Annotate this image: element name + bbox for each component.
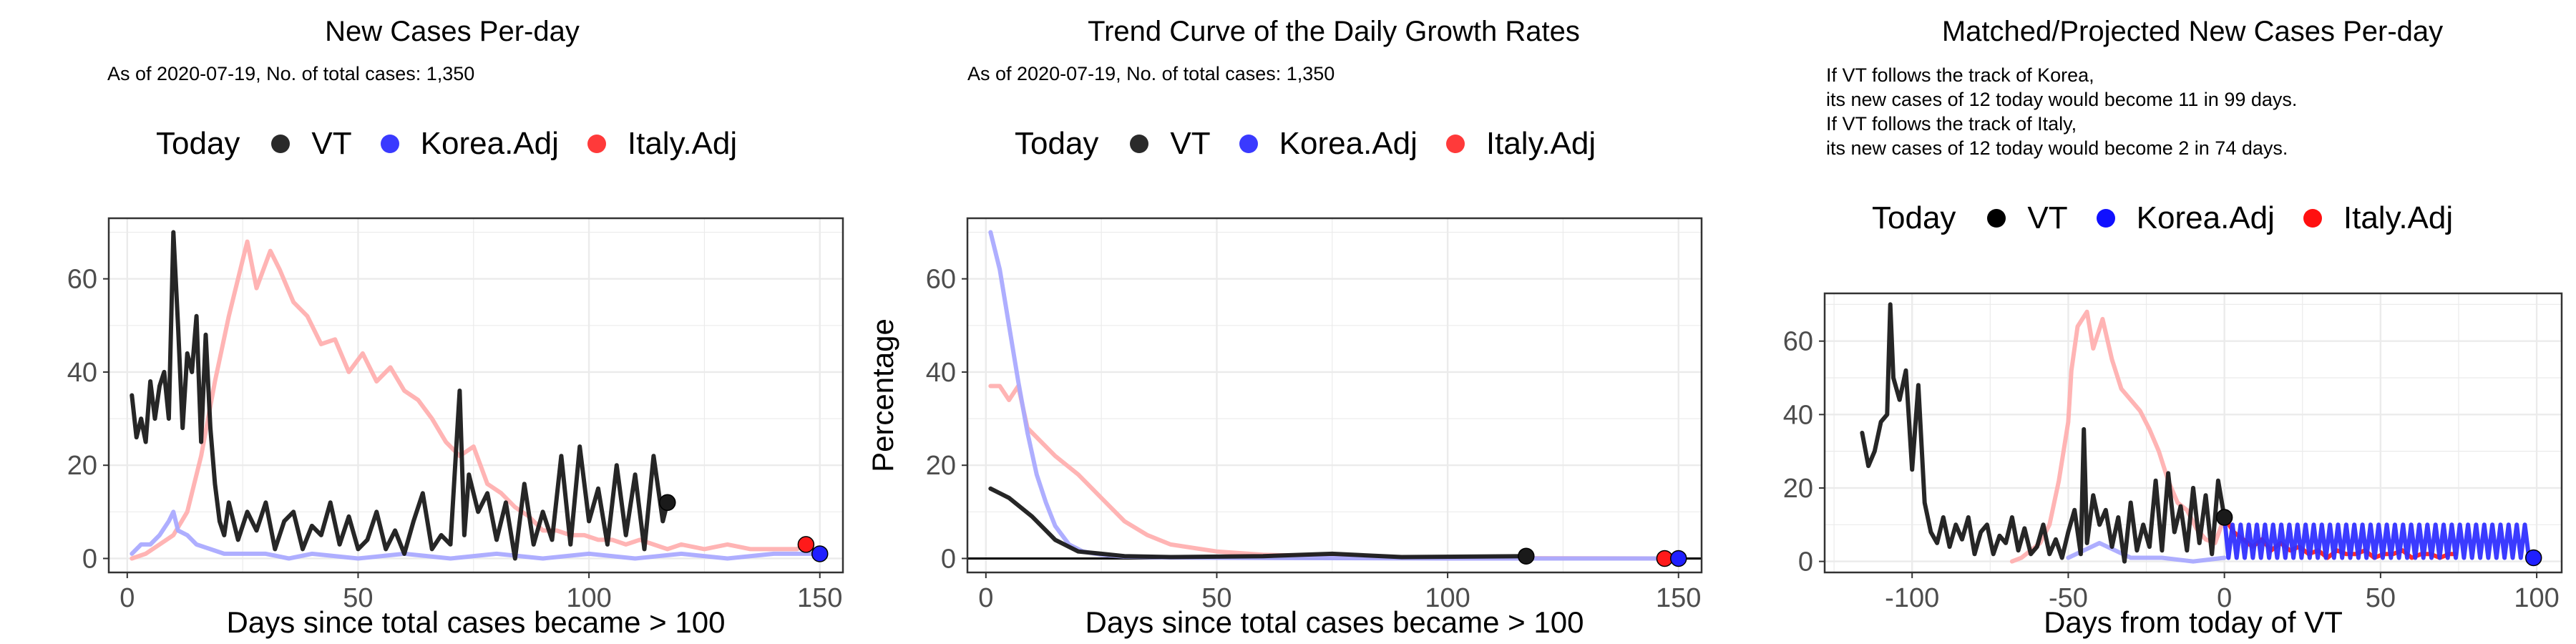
legend-dot-italy <box>587 135 606 153</box>
legend-dot-korea <box>1239 135 1258 153</box>
y-axis-label: Percentage <box>866 318 899 472</box>
x-tick-label: 0 <box>978 583 993 613</box>
x-tick-label: 100 <box>566 583 611 613</box>
x-tick-label: 150 <box>797 583 842 613</box>
series-line-vt <box>1860 302 2227 564</box>
today-point-vt <box>659 494 676 512</box>
y-tick-label: 20 <box>1783 474 1813 504</box>
y-tick-label: 40 <box>67 358 97 388</box>
legend: Today VT Korea.Adj Italy.Adj <box>1872 200 2482 236</box>
legend-dot-vt <box>1130 135 1149 153</box>
x-tick-label: 0 <box>119 583 135 613</box>
legend: Today VT Korea.Adj Italy.Adj <box>156 126 766 162</box>
y-tick-label: 0 <box>82 544 97 574</box>
series-line-italy-adj <box>988 384 1667 561</box>
series-line-vt <box>130 230 670 561</box>
panel-projected: Matched/Projected New Cases Per-day If V… <box>1717 0 2576 644</box>
legend-dot-vt <box>1987 209 2006 228</box>
series-line-korea-adj <box>988 230 1681 561</box>
series-line-italy-adj <box>130 239 809 561</box>
x-tick-label: 0 <box>2217 583 2232 613</box>
chart-title: Trend Curve of the Daily Growth Rates <box>1088 16 1580 47</box>
today-point-vt <box>1518 547 1535 565</box>
legend-dot-italy <box>2303 209 2322 228</box>
legend-item-italy: Italy.Adj <box>1445 126 1596 162</box>
x-tick-label: 150 <box>1656 583 1701 613</box>
x-tick-label: 50 <box>2366 583 2396 613</box>
legend-item-italy: Italy.Adj <box>587 126 737 162</box>
x-axis-label: Days from today of VT <box>2044 605 2343 639</box>
legend-label: VT <box>1170 126 1211 161</box>
legend-dot-vt <box>271 135 291 153</box>
legend-dot-korea <box>380 135 399 153</box>
y-tick-label: 20 <box>67 451 97 481</box>
plot-border <box>107 217 844 574</box>
series-line-korea-adj <box>130 509 822 561</box>
legend-dot-korea <box>2096 209 2115 228</box>
today-point-vt <box>2215 509 2233 526</box>
legend-title: Today <box>1872 200 1956 235</box>
today-point-italy-adj <box>797 536 815 553</box>
y-tick-label: 40 <box>926 358 956 388</box>
legend-dot-italy <box>1445 135 1465 153</box>
y-tick-label: 60 <box>1783 327 1813 357</box>
series-line-korea-adj-projected <box>2222 515 2536 560</box>
x-tick-label: -100 <box>1885 583 1939 613</box>
legend-title: Today <box>156 126 240 161</box>
y-tick-label: 0 <box>941 544 956 574</box>
today-point-korea-adj <box>811 545 829 562</box>
legend: Today VT Korea.Adj Italy.Adj <box>1015 126 1624 162</box>
panel-growth-rates: Trend Curve of the Daily Growth Rates As… <box>859 0 1717 644</box>
legend-label: Korea.Adj <box>420 126 559 161</box>
y-tick-label: 60 <box>926 265 956 295</box>
panel-new-cases: New Cases Per-day As of 2020-07-19, No. … <box>0 0 859 644</box>
y-tick-label: 20 <box>926 451 956 481</box>
today-point-korea-adj <box>1669 550 1687 567</box>
legend-label: Italy.Adj <box>1485 126 1596 161</box>
legend-label: Italy.Adj <box>627 126 738 161</box>
legend-item-vt: VT <box>1987 200 2068 236</box>
chart-subtitle: If VT follows the track of Korea, its ne… <box>1826 64 2298 159</box>
chart-subtitle: As of 2020-07-19, No. of total cases: 1,… <box>107 63 475 84</box>
chart-title: Matched/Projected New Cases Per-day <box>1941 16 2444 47</box>
today-point-korea-adj <box>2524 549 2542 567</box>
legend-label: Italy.Adj <box>2343 200 2454 235</box>
x-tick-label: 50 <box>1201 583 1231 613</box>
x-axis-label: Days since total cases became > 100 <box>1085 605 1584 639</box>
x-tick-label: -50 <box>2049 583 2088 613</box>
x-tick-label: 100 <box>1425 583 1470 613</box>
legend-item-italy: Italy.Adj <box>2303 200 2453 236</box>
legend-label: Korea.Adj <box>1279 126 1418 161</box>
legend-item-korea: Korea.Adj <box>2096 200 2275 236</box>
x-tick-label: 50 <box>343 583 373 613</box>
legend-title: Today <box>1015 126 1099 161</box>
legend-item-korea: Korea.Adj <box>1239 126 1418 162</box>
legend-item-vt: VT <box>271 126 352 162</box>
legend-item-vt: VT <box>1130 126 1211 162</box>
x-axis-label: Days since total cases became > 100 <box>227 605 726 639</box>
y-tick-label: 0 <box>1798 547 1813 577</box>
series-line-vt <box>988 486 1528 560</box>
plot-border <box>1823 292 2563 574</box>
chart-subtitle: As of 2020-07-19, No. of total cases: 1,… <box>967 63 1335 84</box>
legend-label: Korea.Adj <box>2136 200 2275 235</box>
legend-label: VT <box>2027 200 2068 235</box>
chart-title: New Cases Per-day <box>325 16 580 47</box>
y-tick-label: 60 <box>67 265 97 295</box>
y-tick-label: 40 <box>1783 400 1813 430</box>
x-tick-label: 100 <box>2514 583 2559 613</box>
legend-label: VT <box>311 126 352 161</box>
plot-border <box>966 217 1703 574</box>
legend-item-korea: Korea.Adj <box>380 126 559 162</box>
series-line-italy-adj-past <box>2009 309 2227 564</box>
